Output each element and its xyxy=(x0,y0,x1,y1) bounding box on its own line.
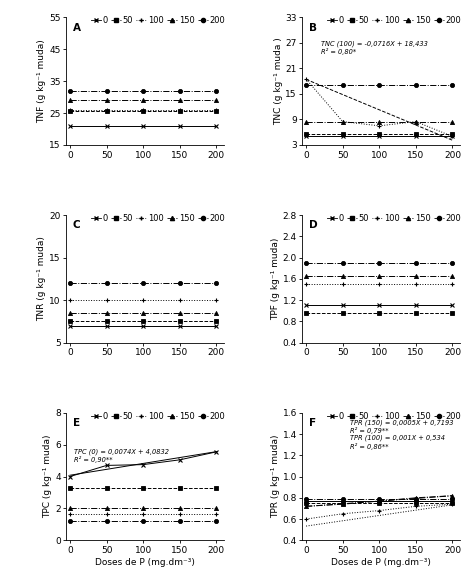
X-axis label: Doses de P (mg.dm⁻³): Doses de P (mg.dm⁻³) xyxy=(95,558,195,566)
Y-axis label: TNC (g kg⁻¹ muda ): TNC (g kg⁻¹ muda ) xyxy=(273,37,283,125)
Text: TPR (150) = 0,0005X + 0,7193
R² = 0,79**
TPR (100) = 0,001X + 0,534
R² = 0,86**: TPR (150) = 0,0005X + 0,7193 R² = 0,79**… xyxy=(350,419,453,450)
Text: TPC (0) = 0,0074X + 4,0832
R² = 0,90**: TPC (0) = 0,0074X + 4,0832 R² = 0,90** xyxy=(74,449,169,463)
Y-axis label: TNF (g kg⁻¹ muda): TNF (g kg⁻¹ muda) xyxy=(37,40,46,123)
Text: D: D xyxy=(309,220,317,230)
X-axis label: Doses de P (mg.dm⁻³): Doses de P (mg.dm⁻³) xyxy=(331,558,431,566)
Text: F: F xyxy=(309,418,316,428)
Y-axis label: TPF (g kg⁻¹ muda): TPF (g kg⁻¹ muda) xyxy=(271,238,280,320)
Legend: 0, 50, 100, 150, 200: 0, 50, 100, 150, 200 xyxy=(327,214,461,223)
Legend: 0, 50, 100, 150, 200: 0, 50, 100, 150, 200 xyxy=(91,411,225,421)
Legend: 0, 50, 100, 150, 200: 0, 50, 100, 150, 200 xyxy=(91,16,225,25)
Legend: 0, 50, 100, 150, 200: 0, 50, 100, 150, 200 xyxy=(91,214,225,223)
Text: E: E xyxy=(73,418,80,428)
Legend: 0, 50, 100, 150, 200: 0, 50, 100, 150, 200 xyxy=(327,411,461,421)
Text: B: B xyxy=(309,23,317,33)
Y-axis label: TPC (g kg⁻¹ muda): TPC (g kg⁻¹ muda) xyxy=(43,435,52,518)
Legend: 0, 50, 100, 150, 200: 0, 50, 100, 150, 200 xyxy=(327,16,461,25)
Text: C: C xyxy=(73,220,80,230)
Y-axis label: TNR (g kg⁻¹ muda): TNR (g kg⁻¹ muda) xyxy=(37,236,46,321)
Y-axis label: TPR (g kg⁻¹ muda): TPR (g kg⁻¹ muda) xyxy=(271,435,280,518)
Text: TNC (100) = -0,0716X + 18,433
R² = 0,80*: TNC (100) = -0,0716X + 18,433 R² = 0,80* xyxy=(321,41,428,55)
Text: A: A xyxy=(73,23,81,33)
